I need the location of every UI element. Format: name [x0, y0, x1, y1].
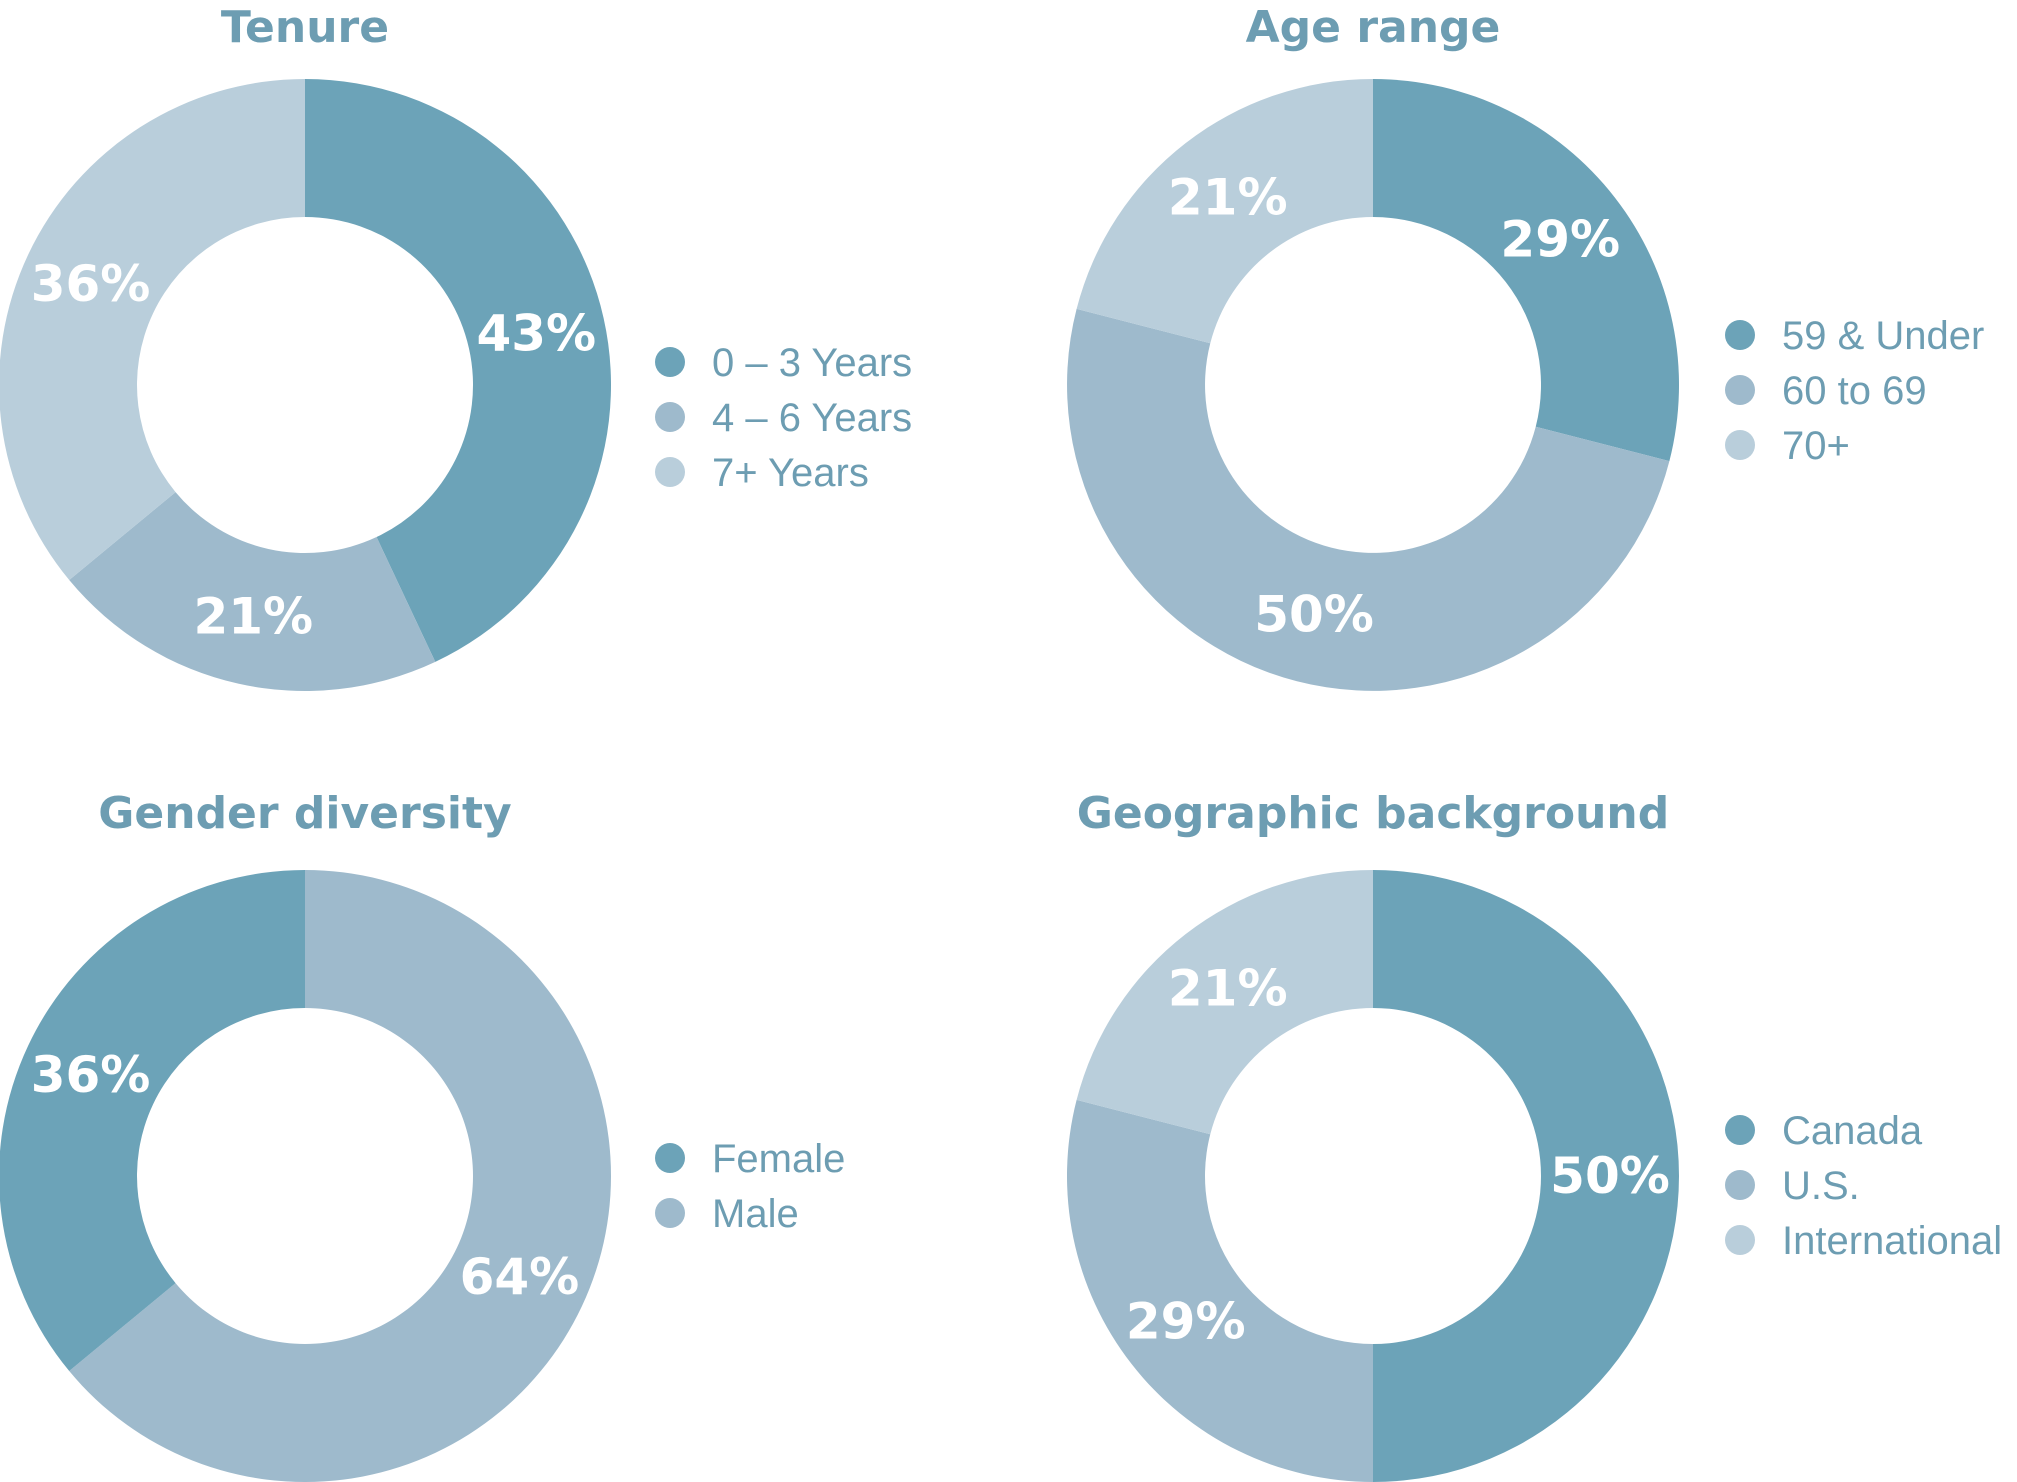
geographic-background-legend-swatch-u-s: [1725, 1170, 1755, 1200]
age-range-chart: Age range 29% 50% 21% 59 & Under 60 to 69 70+: [1067, 2, 1984, 691]
geographic-background-value-label-canada: 50%: [1550, 1147, 1670, 1205]
geographic-background-legend-swatch-canada: [1725, 1115, 1755, 1145]
age-range-slice-59-under: [1373, 79, 1679, 461]
geographic-background-legend-swatch-international: [1725, 1225, 1755, 1255]
tenure-legend: 0 – 3 Years 4 – 6 Years 7+ Years: [655, 341, 912, 495]
age-range-legend-label-60-to-69: 60 to 69: [1782, 369, 1927, 413]
geographic-background-legend-label-international: International: [1782, 1219, 2002, 1263]
age-range-legend-swatch-59-under: [1725, 320, 1755, 350]
tenure-legend-swatch-4-6-years: [655, 402, 685, 432]
tenure-legend-label-0-3-years: 0 – 3 Years: [712, 341, 912, 385]
tenure-chart: Tenure 43% 21% 36% 0 – 3 Years 4 – 6 Years 7+ …: [0, 2, 912, 691]
tenure-legend-swatch-7-years: [655, 457, 685, 487]
gender-diversity-value-label-female: 36%: [31, 1046, 151, 1104]
age-range-legend-label-59-under: 59 & Under: [1782, 314, 1984, 358]
gender-diversity-legend-label-male: Male: [712, 1192, 799, 1236]
geographic-background-title: Geographic background: [1077, 788, 1669, 839]
age-range-legend-swatch-70: [1725, 430, 1755, 460]
geographic-background-value-label-u-s: 29%: [1126, 1292, 1246, 1350]
age-range-value-label-70: 21%: [1168, 169, 1288, 227]
gender-diversity-title: Gender diversity: [98, 788, 511, 839]
age-range-legend-swatch-60-to-69: [1725, 375, 1755, 405]
gender-diversity-legend: Female Male: [655, 1137, 845, 1236]
age-range-title: Age range: [1246, 2, 1501, 53]
tenure-value-label-7-years: 36%: [31, 255, 151, 313]
tenure-value-label-4-6-years: 21%: [193, 587, 313, 645]
geographic-background-legend-label-canada: Canada: [1782, 1109, 1923, 1153]
geographic-background-slice-u-s: [1067, 1100, 1373, 1482]
tenure-title: Tenure: [221, 2, 389, 53]
tenure-legend-swatch-0-3-years: [655, 347, 685, 377]
geographic-background-chart: Geographic background 50% 29% 21% Canada U.S.…: [1067, 788, 2002, 1482]
tenure-slice-7-years: [0, 79, 305, 580]
age-range-value-label-60-to-69: 50%: [1254, 586, 1374, 644]
gender-diversity-legend-swatch-female: [655, 1143, 685, 1173]
tenure-value-label-0-3-years: 43%: [476, 304, 596, 362]
age-range-value-label-59-under: 29%: [1500, 211, 1620, 269]
gender-diversity-chart: Gender diversity 64% 36% Female Male: [0, 788, 845, 1482]
age-range-legend: 59 & Under 60 to 69 70+: [1725, 314, 1984, 468]
geographic-background-legend: Canada U.S. International: [1725, 1109, 2002, 1263]
tenure-legend-label-4-6-years: 4 – 6 Years: [712, 396, 912, 440]
donut-charts: Tenure 43% 21% 36% 0 – 3 Years 4 – 6 Years 7+ …: [0, 0, 2017, 1482]
gender-diversity-legend-label-female: Female: [712, 1137, 845, 1181]
geographic-background-value-label-international: 21%: [1168, 960, 1288, 1018]
age-range-legend-label-70: 70+: [1782, 424, 1850, 468]
gender-diversity-slice-female: [0, 870, 305, 1371]
geographic-background-legend-label-u-s: U.S.: [1782, 1164, 1860, 1208]
gender-diversity-value-label-male: 64%: [460, 1248, 580, 1306]
tenure-legend-label-7-years: 7+ Years: [712, 451, 869, 495]
gender-diversity-legend-swatch-male: [655, 1198, 685, 1228]
